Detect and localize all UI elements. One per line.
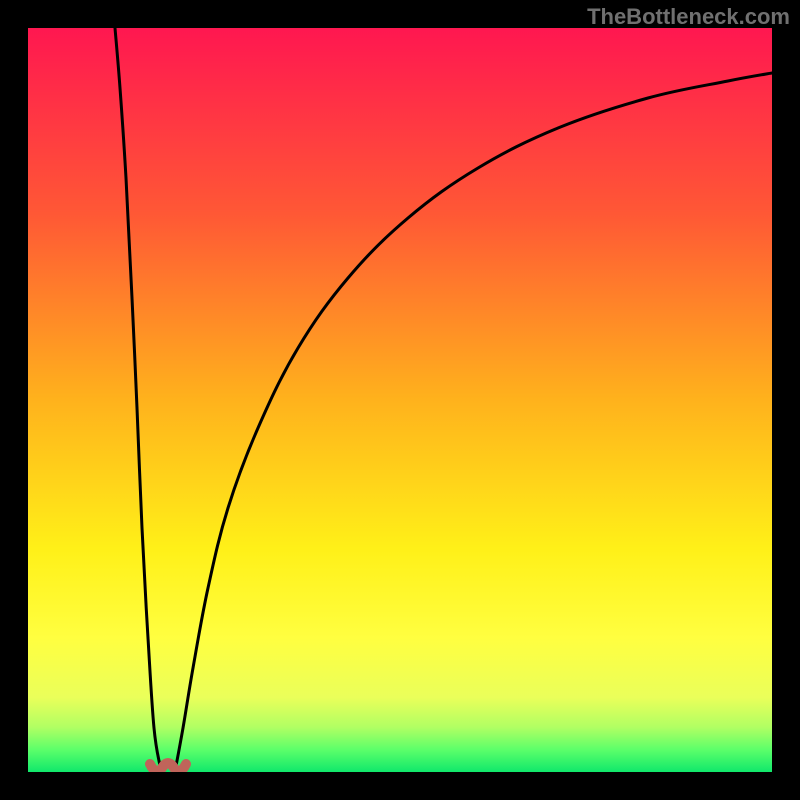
watermark-text: TheBottleneck.com bbox=[587, 4, 790, 30]
plot-area bbox=[28, 28, 772, 772]
plot-svg bbox=[28, 28, 772, 772]
gradient-background bbox=[28, 28, 772, 772]
chart-container: TheBottleneck.com bbox=[0, 0, 800, 800]
